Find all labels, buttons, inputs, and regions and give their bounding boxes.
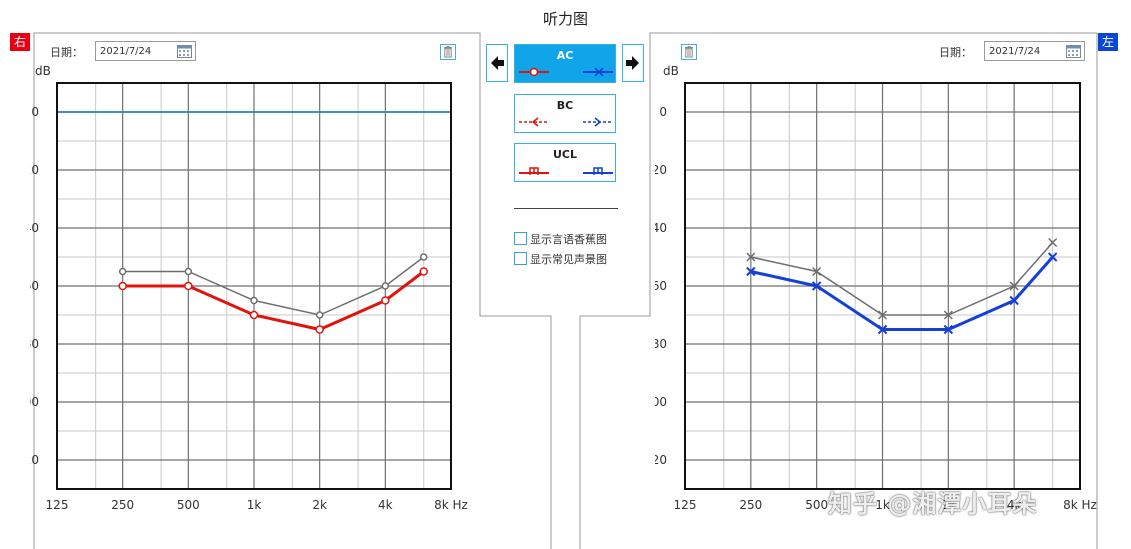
ac-symbols-icon <box>519 67 613 77</box>
series-line <box>122 270 425 332</box>
right-date-field[interactable]: 2021/7/24 <box>95 41 196 61</box>
data-point <box>381 296 390 305</box>
x-tick-label: 125 <box>46 498 69 512</box>
data-point <box>1047 252 1058 262</box>
x-tick-label: 1k <box>875 498 890 512</box>
y-tick-label: 120 <box>30 453 39 467</box>
arrow-right-icon <box>626 56 639 70</box>
right-date-label: 日期： <box>50 46 83 59</box>
y-tick-label: 0 <box>659 105 667 119</box>
x-tick-label: 500 <box>177 498 200 512</box>
data-point <box>250 296 258 305</box>
series-line <box>122 256 425 316</box>
calendar-icon[interactable] <box>177 44 192 58</box>
bc-button[interactable]: BC <box>514 94 616 133</box>
x-tick-label: 8k Hz <box>1063 498 1097 512</box>
x-tick-label: 2k <box>941 498 956 512</box>
bc-label: BC <box>556 99 574 112</box>
data-point <box>1009 281 1019 291</box>
data-point <box>184 281 193 291</box>
checkbox-box[interactable] <box>514 232 527 245</box>
ucl-button[interactable]: UCL <box>514 143 616 182</box>
data-point <box>877 324 888 335</box>
series-line <box>750 256 1054 331</box>
left-ear-badge: 左 <box>1098 33 1118 51</box>
x-tick-label: 250 <box>739 498 762 512</box>
data-point <box>943 324 954 335</box>
data-point <box>249 310 259 320</box>
plot-border <box>684 82 1081 490</box>
y-axis-label: dB <box>35 64 51 78</box>
y-tick-label: 60 <box>655 279 667 293</box>
ac-button[interactable]: AC <box>514 44 616 83</box>
data-point <box>419 253 428 261</box>
data-point <box>746 266 756 277</box>
trash-icon <box>685 46 693 58</box>
data-point <box>381 282 390 290</box>
y-tick-label: 60 <box>30 279 39 293</box>
data-point <box>943 310 953 320</box>
data-point <box>812 266 822 277</box>
data-point <box>811 281 822 291</box>
speech-banana-checkbox[interactable]: 显示言语香蕉图 <box>514 231 607 247</box>
x-tick-label: 2k <box>312 498 327 512</box>
data-point <box>184 267 193 276</box>
data-point <box>1009 295 1019 306</box>
y-tick-label: 40 <box>655 221 667 235</box>
y-tick-label: 120 <box>655 453 667 467</box>
watermark-text: 知乎 @湘潭小耳朵 <box>828 490 1038 518</box>
y-tick-label: 100 <box>30 395 39 409</box>
trash-icon <box>444 46 452 58</box>
data-point <box>419 267 428 276</box>
prev-arrow-button[interactable] <box>486 44 508 82</box>
ac-label: AC <box>556 49 574 62</box>
left-date-field[interactable]: 2021/7/24 <box>984 41 1085 61</box>
calendar-icon[interactable] <box>1066 44 1081 58</box>
x-tick-label: 1k <box>247 498 262 512</box>
y-axis-label: dB <box>663 64 679 78</box>
y-tick-label: 40 <box>30 221 39 235</box>
checkbox-box[interactable] <box>514 252 527 265</box>
page-title: 听力图 <box>542 10 588 28</box>
plot-border <box>56 82 452 490</box>
y-tick-label: 20 <box>655 163 667 177</box>
x-tick-label: 125 <box>674 498 697 512</box>
x-tick-label: 4k <box>378 498 393 512</box>
data-point <box>746 252 756 262</box>
data-point <box>118 267 127 276</box>
left-date-value: 2021/7/24 <box>989 46 1041 57</box>
speech-banana-label: 显示言语香蕉图 <box>530 233 607 246</box>
y-tick-label: 20 <box>30 163 39 177</box>
right-date-value: 2021/7/24 <box>100 46 152 57</box>
data-point <box>877 310 888 320</box>
left-date-label: 日期： <box>939 46 972 59</box>
right-ear-audiogram[interactable]: 0 20 40 60 80 100 120 125 250 500 1k 2k 4k 8k Hz dB <box>30 60 480 530</box>
x-tick-label: 250 <box>111 498 134 512</box>
left-ear-audiogram[interactable]: 0 20 40 60 80 100 120 125 250 500 1k 2k 4k 8k Hz dB <box>655 60 1110 530</box>
y-tick-label: 100 <box>655 395 667 409</box>
x-tick-label: 4k <box>1007 498 1022 512</box>
toolbar-divider <box>514 208 618 209</box>
data-point <box>118 281 127 291</box>
data-point <box>315 325 324 334</box>
x-tick-label: 8k Hz <box>434 498 468 512</box>
y-tick-label: 80 <box>655 337 667 351</box>
ucl-label: UCL <box>552 148 577 161</box>
series-line <box>750 242 1054 316</box>
data-point <box>315 311 324 319</box>
common-sounds-checkbox[interactable]: 显示常见声景图 <box>514 251 607 267</box>
next-arrow-button[interactable] <box>622 44 644 82</box>
common-sounds-label: 显示常见声景图 <box>530 253 607 266</box>
y-tick-label: 0 <box>31 105 39 119</box>
bc-symbols-icon <box>519 117 613 127</box>
left-trash-button[interactable] <box>681 44 697 60</box>
right-ear-badge: 右 <box>10 33 30 51</box>
data-point <box>1048 237 1058 248</box>
ucl-symbols-icon <box>519 167 613 175</box>
right-trash-button[interactable] <box>440 44 456 60</box>
x-tick-label: 500 <box>805 498 828 512</box>
y-tick-label: 80 <box>30 337 39 351</box>
arrow-left-icon <box>491 56 504 70</box>
